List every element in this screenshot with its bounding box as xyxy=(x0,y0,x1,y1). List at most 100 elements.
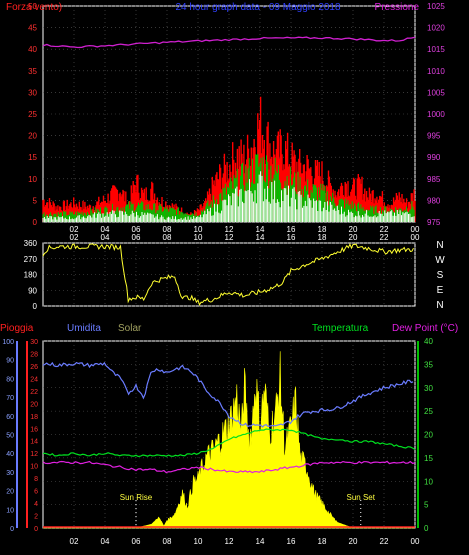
compass-label: E xyxy=(437,285,444,296)
temp-tick: 20 xyxy=(424,431,433,440)
wind-left-tick: 20 xyxy=(28,132,37,141)
wind-x-tick: 20 xyxy=(349,225,358,234)
temp-tick: 10 xyxy=(424,477,433,486)
weather-x-tick: 14 xyxy=(256,537,265,546)
pressure-right-tick: 1000 xyxy=(427,110,445,119)
wind-x-tick: 06 xyxy=(132,225,141,234)
umid-tick: 10 xyxy=(30,464,38,471)
dir-x-tick: 22 xyxy=(380,233,389,242)
umid-tick: 14 xyxy=(30,439,38,446)
dir-y-tick: 360 xyxy=(24,239,38,248)
compass-label: W xyxy=(435,255,445,266)
dir-x-tick: 20 xyxy=(349,233,358,242)
humidity-line xyxy=(42,361,414,428)
wind-speed-bars xyxy=(42,171,415,222)
pressure-right-tick: 990 xyxy=(427,153,441,162)
dir-x-tick: 10 xyxy=(194,233,203,242)
temp-tick: 40 xyxy=(424,337,433,346)
weather-x-tick: 10 xyxy=(194,537,203,546)
wind-x-tick: 02 xyxy=(70,225,79,234)
pressure-label: Pressione xyxy=(375,2,420,13)
compass-label: N xyxy=(436,240,443,251)
weather-x-tick: 16 xyxy=(287,537,296,546)
dir-x-tick: 12 xyxy=(225,233,234,242)
pressure-right-tick: 995 xyxy=(427,132,441,141)
weather-x-tick: 00 xyxy=(411,537,420,546)
dir-y-tick: 180 xyxy=(24,271,38,280)
rain-tick: 90 xyxy=(6,358,14,365)
wind-x-tick: 22 xyxy=(380,225,389,234)
wind-left-tick: 45 xyxy=(28,24,37,33)
wind-left-tick: 50 xyxy=(28,2,37,11)
umid-tick: 6 xyxy=(34,489,38,496)
dir-x-tick: 00 xyxy=(411,233,420,242)
wind-left-tick: 35 xyxy=(28,67,37,76)
pressure-right-tick: 1005 xyxy=(427,88,445,97)
weather-x-tick: 22 xyxy=(380,537,389,546)
rain-tick: 20 xyxy=(6,489,14,496)
wind-x-tick: 16 xyxy=(287,225,296,234)
temp-tick: 30 xyxy=(424,384,433,393)
umid-tick: 26 xyxy=(30,364,38,371)
rain-tick: 30 xyxy=(6,470,14,477)
umid-tick: 22 xyxy=(30,389,38,396)
umid-tick: 4 xyxy=(34,501,38,508)
weather-series-label: Umidita xyxy=(67,323,101,334)
pressure-right-tick: 1020 xyxy=(427,24,445,33)
dir-x-tick: 06 xyxy=(132,233,141,242)
umid-tick: 2 xyxy=(34,514,38,521)
weather-series-label: Solar xyxy=(118,323,142,334)
temp-tick: 15 xyxy=(424,454,433,463)
pressure-right-tick: 1025 xyxy=(427,2,445,11)
wind-left-tick: 30 xyxy=(28,88,37,97)
umid-tick: 18 xyxy=(30,414,38,421)
rain-tick: 40 xyxy=(6,451,14,458)
umid-tick: 20 xyxy=(30,401,38,408)
umid-tick: 8 xyxy=(34,476,38,483)
dir-x-tick: 16 xyxy=(287,233,296,242)
weather-x-tick: 06 xyxy=(132,537,141,546)
rain-tick: 10 xyxy=(6,507,14,514)
pressure-right-tick: 1010 xyxy=(427,67,445,76)
dir-x-tick: 08 xyxy=(163,233,172,242)
weather-x-tick: 08 xyxy=(163,537,172,546)
rain-tick: 70 xyxy=(6,395,14,402)
chart-title: 24 hour graph data - 09 Maggio 2018 xyxy=(175,2,341,13)
wind-left-label: Forza vento) xyxy=(6,2,62,13)
rain-tick: 100 xyxy=(2,339,14,346)
temp-tick: 5 xyxy=(424,501,429,510)
umid-tick: 28 xyxy=(30,351,38,358)
compass-label: S xyxy=(437,270,444,281)
temperature-line xyxy=(43,428,416,458)
dir-x-tick: 04 xyxy=(101,233,110,242)
wind-x-tick: 14 xyxy=(256,225,265,234)
wind-left-tick: 25 xyxy=(28,110,37,119)
wind-left-tick: 0 xyxy=(33,218,38,227)
compass-label: N xyxy=(436,300,443,311)
rain-tick: 50 xyxy=(6,433,14,440)
temp-tick: 0 xyxy=(424,524,429,533)
wind-direction-line xyxy=(42,243,414,306)
weather-x-tick: 02 xyxy=(70,537,79,546)
weather-x-tick: 12 xyxy=(225,537,234,546)
temp-tick: 25 xyxy=(424,407,433,416)
dewpoint-line xyxy=(42,460,416,474)
umid-tick: 12 xyxy=(30,451,38,458)
dir-y-tick: 90 xyxy=(28,286,37,295)
umid-tick: 30 xyxy=(30,339,38,346)
wind-left-tick: 40 xyxy=(28,45,37,54)
pressure-line xyxy=(42,36,416,49)
rain-tick: 60 xyxy=(6,414,14,421)
umid-tick: 24 xyxy=(30,376,38,383)
wind-left-tick: 10 xyxy=(28,175,37,184)
pressure-right-tick: 975 xyxy=(427,218,441,227)
wind-x-tick: 04 xyxy=(101,225,110,234)
solar-area xyxy=(43,351,415,529)
pressure-right-tick: 985 xyxy=(427,175,441,184)
sun-annotation: Sun Set xyxy=(347,493,376,502)
wind-left-tick: 15 xyxy=(28,153,37,162)
dir-y-tick: 270 xyxy=(24,255,38,264)
dir-x-tick: 02 xyxy=(70,233,79,242)
weather-series-label: Temperatura xyxy=(312,323,369,334)
